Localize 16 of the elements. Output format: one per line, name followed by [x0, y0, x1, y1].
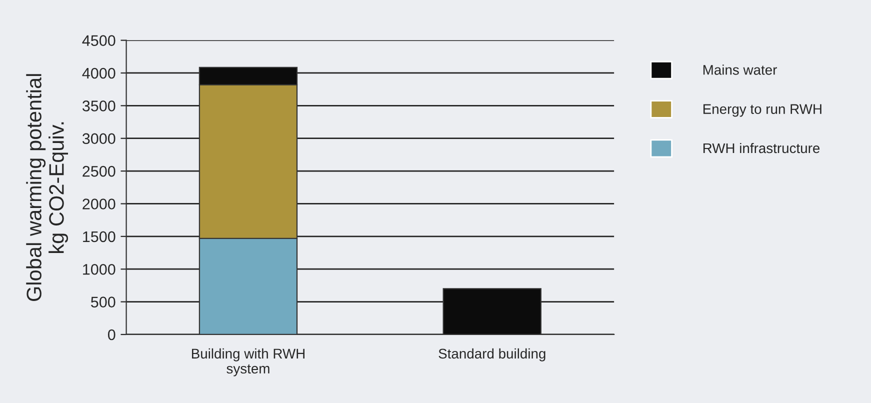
y-tick-label: 4500: [82, 35, 116, 46]
x-tick-label: Building with RWH system: [192, 348, 304, 376]
y-tick-label: 1500: [83, 231, 116, 242]
y-tick-label: 0: [108, 329, 116, 340]
y-tick-label: 500: [91, 296, 116, 308]
y-axis-title: Global warming potential kg CO2-Equiv.: [26, 74, 68, 301]
legend-label: Mains water: [703, 64, 777, 75]
legend-label: Energy to run RWH: [703, 104, 822, 117]
y-tick-label: 2000: [82, 198, 116, 210]
legend-label: RWH infrastructure: [703, 142, 820, 154]
y-tick-label: 3500: [82, 100, 116, 112]
y-tick-label: 4000: [82, 68, 116, 79]
y-tick-label: 1000: [83, 264, 116, 275]
y-tick-label: 3000: [82, 133, 116, 144]
y-tick-label: 2500: [82, 166, 116, 177]
x-tick-label: Standard building: [438, 348, 546, 362]
